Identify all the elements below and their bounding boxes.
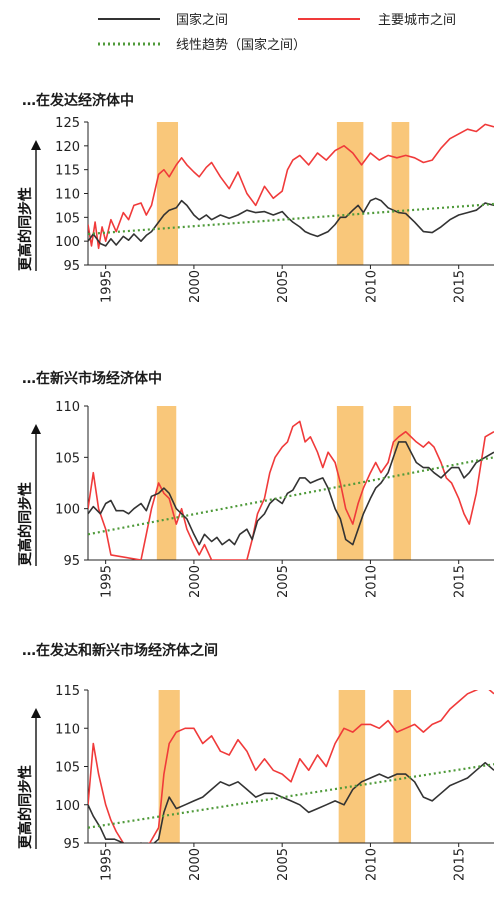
y-tick-label: 105 (55, 761, 80, 776)
panel-title-1: …在发达经济体中 (22, 93, 134, 109)
series-countries (88, 197, 494, 247)
y-tick-label: 125 (55, 116, 80, 131)
shaded-band (393, 406, 412, 560)
shaded-band (393, 690, 412, 843)
x-tick-label: 2000 (188, 565, 203, 598)
y-axis-label: 更高的同步性 (17, 482, 34, 566)
y-tick-label: 95 (63, 837, 80, 852)
shaded-band (338, 690, 366, 843)
y-tick-label: 110 (55, 188, 80, 203)
series-countries (88, 441, 494, 546)
x-tick-label: 2015 (453, 848, 468, 881)
up-arrow-icon (31, 424, 41, 434)
chart-panel-1: 95 100 105 110 115 120 125 1995 2000 2005 2010 2015… (17, 116, 494, 303)
series-countries (88, 761, 494, 843)
y-tick-label: 105 (55, 451, 80, 466)
x-tick-label: 2000 (188, 848, 203, 881)
y-tick-label: 115 (55, 684, 80, 699)
up-arrow-icon (31, 140, 41, 150)
x-tick-label: 2010 (364, 565, 379, 598)
x-tick-label: 2005 (276, 270, 291, 303)
y-tick-label: 120 (55, 140, 80, 155)
series-cities (88, 420, 494, 560)
x-tick-label: 2005 (276, 848, 291, 881)
x-tick-label: 1995 (100, 848, 115, 881)
x-tick-label: 2005 (276, 565, 291, 598)
series-cities (88, 690, 494, 843)
y-tick-label: 100 (55, 503, 80, 518)
panel-title-2: …在新兴市场经济体中 (22, 371, 162, 387)
y-tick-label: 95 (63, 554, 80, 569)
x-tick-label: 1995 (100, 565, 115, 598)
shaded-band (336, 122, 364, 265)
y-tick-label: 115 (55, 164, 80, 179)
x-tick-label: 2010 (364, 270, 379, 303)
y-tick-label: 110 (55, 400, 80, 415)
series-trend (88, 763, 494, 829)
y-tick-label: 110 (55, 722, 80, 737)
series-cities (88, 123, 494, 250)
chart-panel-3: 95 100 105 110 115 1995 2000 2005 2010 2015 更高的同步性 (17, 684, 494, 881)
y-tick-label: 95 (63, 259, 80, 274)
legend-label-trend: 线性趋势（国家之间） (176, 37, 306, 53)
y-tick-label: 100 (55, 799, 80, 814)
shaded-band (391, 122, 410, 265)
x-tick-label: 1995 (100, 270, 115, 303)
legend: 国家之间 主要城市之间 线性趋势（国家之间） (98, 12, 456, 53)
x-tick-label: 2010 (364, 848, 379, 881)
panel-title-3: …在发达和新兴市场经济体之间 (22, 643, 218, 659)
x-tick-label: 2015 (453, 270, 468, 303)
x-tick-label: 2015 (453, 565, 468, 598)
chart-panel-2: 95 100 105 110 1995 2000 2005 2010 2015 更高的同步性 (17, 400, 494, 598)
x-tick-label: 2000 (188, 270, 203, 303)
shaded-band (156, 122, 179, 265)
legend-label-countries: 国家之间 (176, 12, 228, 28)
series-trend (88, 456, 494, 536)
y-axis-label: 更高的同步性 (17, 765, 34, 849)
y-axis-label: 更高的同步性 (17, 187, 34, 271)
shaded-band (156, 406, 177, 560)
up-arrow-icon (31, 708, 41, 718)
legend-label-cities: 主要城市之间 (378, 12, 456, 28)
series-trend (88, 202, 494, 236)
y-tick-label: 105 (55, 211, 80, 226)
y-tick-label: 100 (55, 235, 80, 250)
